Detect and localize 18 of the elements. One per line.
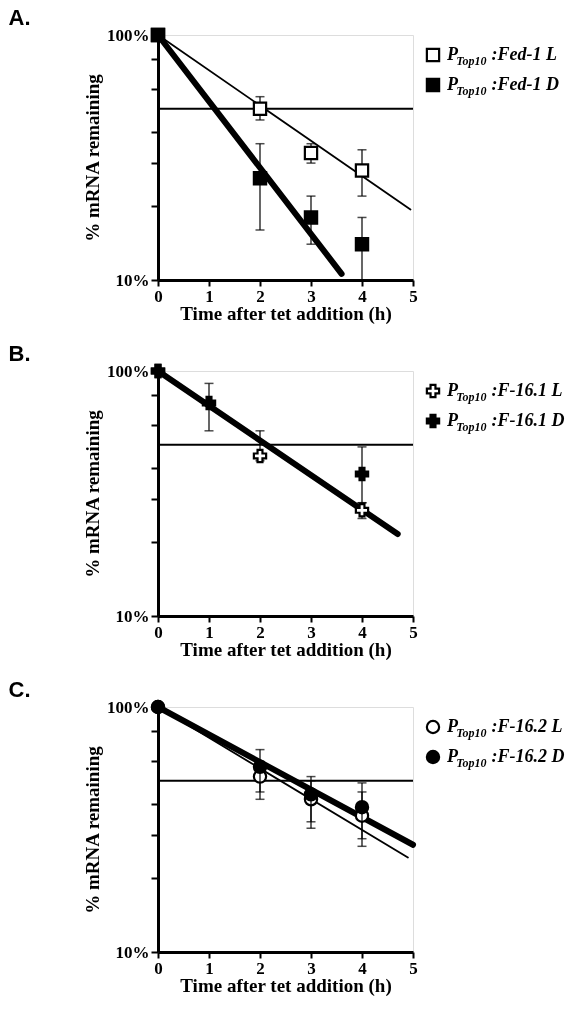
y-axis-title: % mRNA remaining: [82, 73, 103, 242]
x-tick-label: 5: [409, 622, 418, 642]
x-tick-label: 5: [409, 286, 418, 306]
chart-title: B.: [8, 341, 31, 367]
x-tick-label: 0: [154, 958, 163, 978]
x-tick-label: 0: [154, 286, 163, 306]
y-tick-label: 100%: [107, 25, 150, 45]
y-tick-label: 10%: [115, 270, 150, 290]
y-axis-title: % mRNA remaining: [82, 409, 103, 578]
y-axis-title: % mRNA remaining: [82, 745, 103, 914]
chart-title: A.: [8, 5, 31, 31]
chart-title: C.: [8, 677, 31, 703]
x-tick-label: 5: [409, 958, 418, 978]
y-tick-label: 10%: [115, 942, 150, 962]
y-tick-label: 100%: [107, 697, 150, 717]
y-tick-label: 10%: [115, 606, 150, 626]
y-tick-label: 100%: [107, 361, 150, 381]
x-tick-label: 0: [154, 622, 163, 642]
